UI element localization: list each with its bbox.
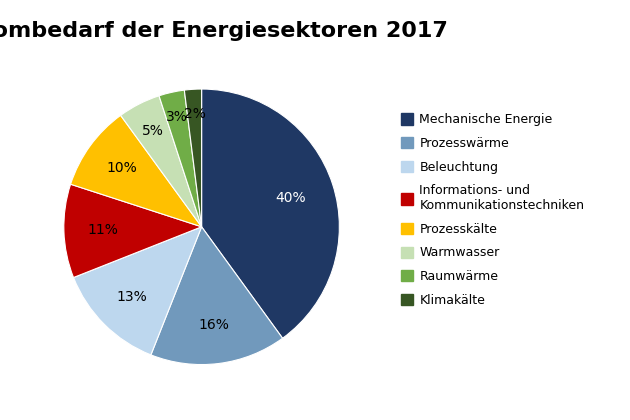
Wedge shape — [202, 89, 340, 338]
Text: 40%: 40% — [275, 191, 306, 205]
Text: 16%: 16% — [198, 318, 229, 332]
Wedge shape — [159, 90, 202, 227]
Text: 2%: 2% — [183, 107, 205, 121]
Wedge shape — [185, 89, 202, 227]
Wedge shape — [64, 184, 202, 278]
Legend: Mechanische Energie, Prozesswärme, Beleuchtung, Informations- und
Kommunikations: Mechanische Energie, Prozesswärme, Beleu… — [397, 110, 588, 310]
Wedge shape — [151, 227, 283, 365]
Text: 5%: 5% — [142, 124, 164, 138]
Text: Strombedarf der Energiesektoren 2017: Strombedarf der Energiesektoren 2017 — [0, 21, 448, 41]
Wedge shape — [71, 116, 202, 227]
Text: 11%: 11% — [87, 223, 118, 237]
Wedge shape — [74, 227, 202, 355]
Text: 13%: 13% — [116, 290, 147, 304]
Text: 3%: 3% — [166, 110, 188, 123]
Text: 10%: 10% — [106, 162, 137, 176]
Wedge shape — [120, 96, 202, 227]
